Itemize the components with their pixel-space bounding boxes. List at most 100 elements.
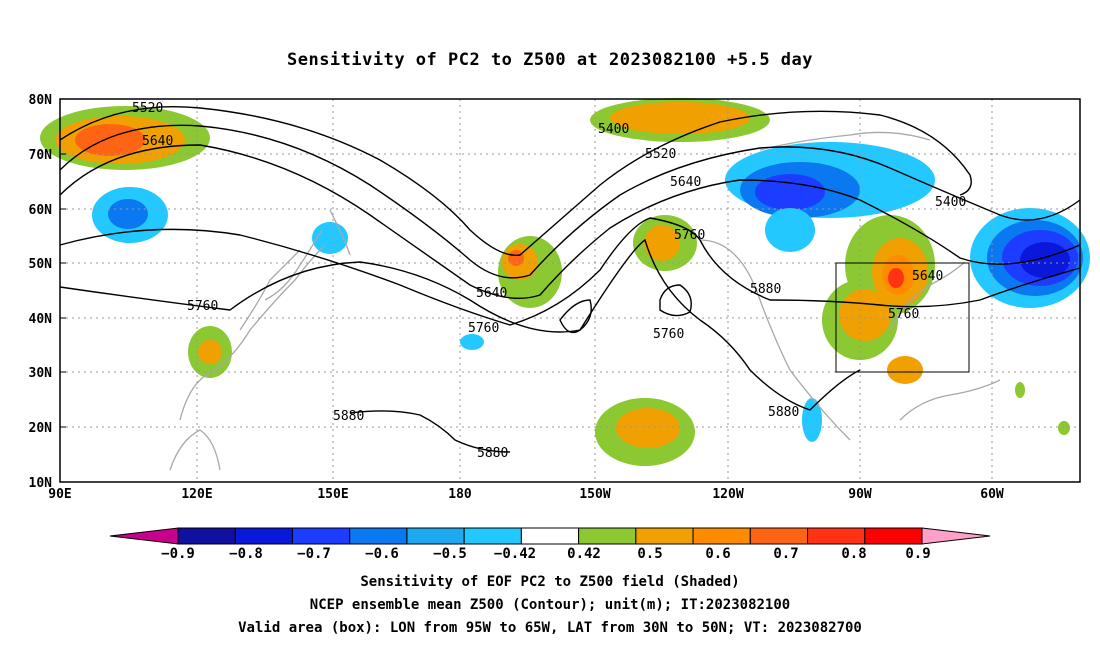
lat-label: 20N — [29, 421, 53, 436]
contour-label: 5400 — [935, 195, 966, 210]
lon-label: 180 — [448, 487, 472, 502]
contour-label: 5640 — [670, 175, 701, 190]
shade-negative — [1020, 242, 1070, 278]
figure-title: Sensitivity of PC2 to Z500 at 2023082100… — [286, 50, 813, 70]
colorbar-label: 0.7 — [773, 546, 798, 562]
contour-label: 5640 — [142, 134, 173, 149]
valid-area-box — [835, 262, 970, 373]
colorbar-label: 0.42 — [567, 546, 601, 562]
contour-label: 5400 — [598, 122, 629, 137]
colorbar-label-group: −0.9 −0.8 −0.7 −0.6 −0.5 −0.42 0.42 0.5 … — [161, 546, 931, 562]
colorbar-right-triangle — [921, 527, 991, 545]
lat-label: 70N — [29, 148, 53, 163]
colorbar-label: −0.9 — [161, 546, 195, 562]
lon-label: 60W — [980, 487, 1004, 502]
contour-label: 5880 — [768, 405, 799, 420]
colorbar-label: −0.5 — [433, 546, 467, 562]
colorbar-cell — [807, 527, 866, 545]
colorbar-cell — [463, 527, 522, 545]
shade-negative — [755, 174, 825, 210]
contour-label: 5760 — [653, 327, 684, 342]
contour-label: 5760 — [468, 321, 499, 336]
asia-coastline — [179, 244, 326, 421]
lat-label: 60N — [29, 203, 53, 218]
contour-5640 — [59, 144, 1081, 300]
map-frame — [59, 98, 1081, 483]
shade-positive — [1058, 421, 1070, 435]
colorbar-label: −0.6 — [365, 546, 399, 562]
contour-label: 5640 — [476, 286, 507, 301]
arctic-coastline — [759, 131, 931, 151]
shade-positive — [887, 356, 923, 384]
colorbar-cell — [234, 527, 293, 545]
coastlines — [169, 131, 1001, 471]
lon-label-group: 90E 120E 150E 180 150W 120W 90W 60W — [48, 487, 1004, 502]
lat-label: 80N — [29, 93, 53, 108]
contour-label: 5520 — [645, 147, 676, 162]
lat-label: 10N — [29, 476, 53, 491]
contour-5880-south — [349, 410, 511, 453]
lon-label: 120W — [712, 487, 743, 502]
colorbar-cell — [749, 527, 809, 545]
lat-label: 50N — [29, 257, 53, 272]
korea-coastline — [239, 249, 301, 331]
namerica-west-coastline — [699, 239, 851, 441]
colorbar-label: 0.6 — [705, 546, 730, 562]
shade-positive — [75, 124, 145, 156]
contour-label: 5760 — [187, 299, 218, 314]
colorbar-cell — [349, 527, 408, 545]
japan-coastline — [264, 229, 323, 301]
indochina-coastline — [169, 429, 221, 471]
lat-label-group: 80N 70N 60N 50N 40N 30N 20N 10N — [29, 93, 53, 491]
contour-label: 5880 — [333, 409, 364, 424]
caribbean-coastline — [899, 379, 1001, 421]
shade-negative — [460, 334, 484, 350]
colorbar: −0.9 −0.8 −0.7 −0.6 −0.5 −0.42 0.42 0.5 … — [109, 527, 991, 562]
namerica-east-coastline — [889, 261, 966, 331]
contour-label: 5880 — [750, 282, 781, 297]
lon-label: 90W — [848, 487, 872, 502]
lon-label: 120E — [181, 487, 212, 502]
colorbar-label: −0.8 — [229, 546, 263, 562]
contour-5880 — [59, 238, 861, 411]
colorbar-cells — [177, 527, 923, 545]
shade-positive — [610, 102, 750, 134]
contour-5520 — [59, 124, 1081, 279]
contour-label: 5760 — [674, 228, 705, 243]
contour-5400 — [59, 105, 972, 256]
shade-positive — [508, 250, 524, 266]
colorbar-cell — [692, 527, 751, 545]
shade-positive — [888, 268, 904, 288]
colorbar-label: 0.8 — [841, 546, 866, 562]
shade-negative — [108, 199, 148, 229]
shade-positive — [644, 225, 680, 261]
shade-negative — [802, 398, 822, 442]
colorbar-label: 0.5 — [637, 546, 662, 562]
shade-positive — [198, 340, 222, 364]
lon-label: 90E — [48, 487, 71, 502]
lat-ticks — [60, 153, 66, 428]
lat-label: 30N — [29, 366, 53, 381]
colorbar-cell — [578, 527, 637, 545]
colorbar-label: −0.7 — [297, 546, 331, 562]
caption-contour: NCEP ensemble mean Z500 (Contour); unit(… — [309, 597, 791, 613]
colorbar-cell — [406, 527, 465, 545]
colorbar-label: −0.42 — [494, 546, 536, 562]
colorbar-left-triangle — [109, 527, 179, 545]
contour-label: 5760 — [888, 307, 919, 322]
shade-positive — [616, 408, 680, 448]
lon-label: 150W — [579, 487, 610, 502]
caption-shading: Sensitivity of EOF PC2 to Z500 field (Sh… — [360, 574, 740, 590]
colorbar-cell — [291, 527, 351, 545]
shade-positive — [1015, 382, 1025, 398]
kamchatka-coastline — [329, 209, 351, 256]
grid-lines — [60, 99, 1080, 482]
lon-label: 150E — [317, 487, 348, 502]
contour-small-closed — [559, 299, 592, 334]
colorbar-cell — [520, 527, 580, 545]
lat-label: 40N — [29, 312, 53, 327]
contour-label-group: 5520 5640 5400 5520 5640 5400 5760 5640 … — [132, 101, 966, 461]
shade-negative — [765, 208, 815, 252]
colorbar-cell — [864, 527, 923, 545]
